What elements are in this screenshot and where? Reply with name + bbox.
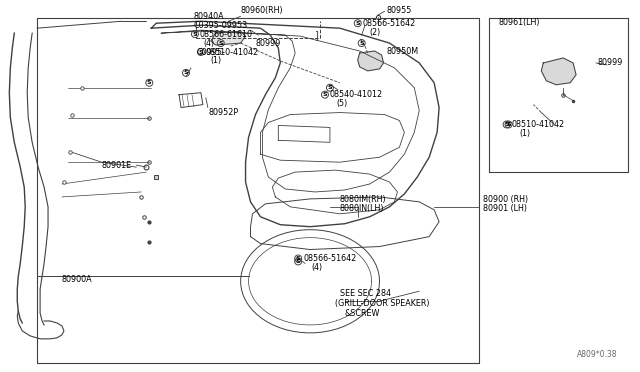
Text: (1): (1) (211, 57, 222, 65)
Text: 8080lN(LH): 8080lN(LH) (340, 204, 385, 213)
Text: 80952P: 80952P (209, 108, 239, 117)
Text: 8080lM(RH): 8080lM(RH) (340, 195, 387, 204)
Text: A809*0.38: A809*0.38 (577, 350, 618, 359)
Text: (5): (5) (337, 99, 348, 108)
Polygon shape (211, 31, 246, 45)
Text: 80901 (LH): 80901 (LH) (483, 204, 527, 213)
Text: 08510-41042: 08510-41042 (511, 120, 564, 129)
Text: S: S (360, 41, 364, 46)
Polygon shape (358, 51, 383, 71)
Text: 80900A: 80900A (62, 275, 93, 284)
Text: &SCREW: &SCREW (345, 308, 380, 318)
Text: S: S (355, 21, 360, 26)
Text: 80901E: 80901E (102, 161, 132, 170)
Text: S: S (296, 259, 300, 264)
Text: S: S (218, 41, 223, 46)
Text: 08566-51642: 08566-51642 (363, 19, 416, 28)
Text: 80900 (RH): 80900 (RH) (483, 195, 528, 204)
Text: C0395-09953: C0395-09953 (194, 21, 248, 30)
Polygon shape (541, 58, 576, 85)
Text: 80950M: 80950M (387, 46, 419, 55)
Text: S: S (147, 80, 152, 85)
Text: (4): (4) (204, 39, 215, 48)
Text: (1): (1) (520, 129, 531, 138)
Text: SEE SEC 284: SEE SEC 284 (340, 289, 391, 298)
Text: S: S (504, 122, 509, 127)
Text: S: S (198, 49, 204, 55)
Text: S: S (184, 70, 188, 76)
Text: 80940A: 80940A (194, 12, 225, 21)
Text: S: S (328, 85, 332, 90)
Text: S: S (296, 256, 300, 261)
Text: C0995-: C0995- (197, 48, 226, 57)
Text: 80999: 80999 (598, 58, 623, 67)
Text: (GRILL-DOOR SPEAKER): (GRILL-DOOR SPEAKER) (335, 299, 429, 308)
Text: S: S (506, 122, 511, 127)
Text: S: S (323, 92, 327, 97)
Text: 08540-41012: 08540-41012 (330, 90, 383, 99)
Text: 80955: 80955 (387, 6, 412, 15)
Text: ]: ] (314, 30, 318, 40)
Text: 80960(RH): 80960(RH) (241, 6, 284, 15)
Text: 08566-61610: 08566-61610 (200, 30, 253, 39)
Text: (4): (4) (311, 263, 322, 272)
Text: 08510-41042: 08510-41042 (206, 48, 259, 57)
Text: 08566-51642: 08566-51642 (303, 254, 356, 263)
Text: 80999: 80999 (255, 39, 281, 48)
Text: (2): (2) (370, 28, 381, 37)
Text: S: S (193, 32, 197, 37)
Text: 80961(LH): 80961(LH) (499, 18, 540, 27)
